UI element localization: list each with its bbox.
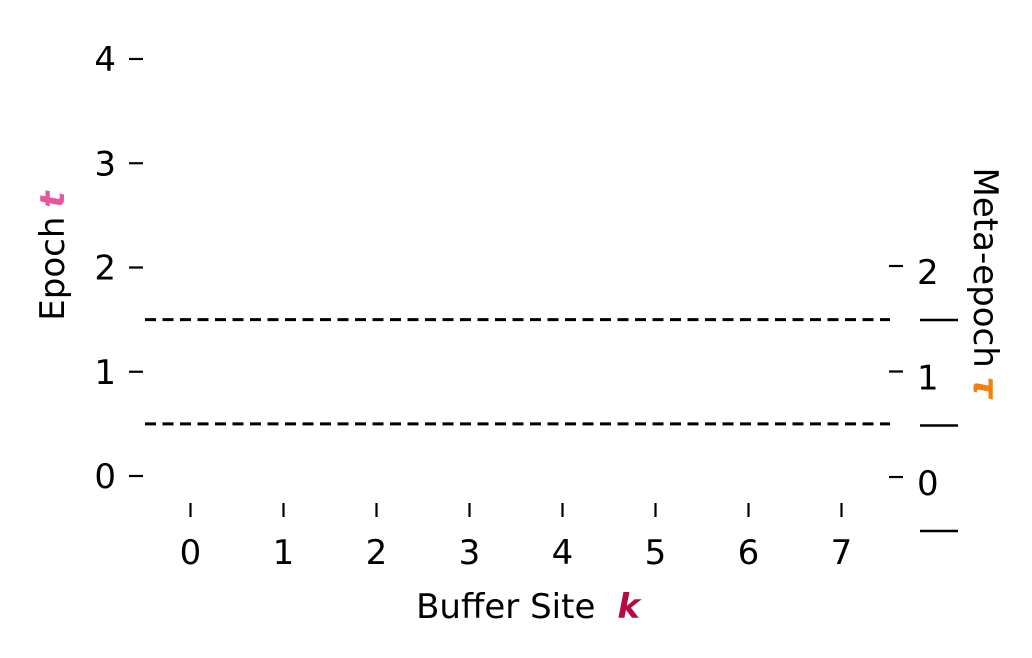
x-tick-label: 7 bbox=[831, 533, 853, 573]
y-tick-label: 1 bbox=[94, 353, 116, 393]
y-axis-label: Epoch bbox=[33, 217, 73, 321]
y-tick-label: 2 bbox=[94, 249, 116, 289]
x-tick-label: 0 bbox=[180, 533, 202, 573]
x-axis-label: Buffer Site bbox=[416, 587, 595, 627]
y-axis-title: Epoch t bbox=[33, 190, 73, 321]
y2-tick-label: 0 bbox=[917, 464, 939, 504]
y2-tick-label: 1 bbox=[917, 359, 939, 399]
meta-epoch-separators bbox=[920, 318, 958, 533]
x-tick-label: 2 bbox=[366, 533, 388, 573]
y2-axis-title: Meta-epoch τ bbox=[965, 168, 1005, 400]
y-axis-ticks: 0 1 2 3 4 bbox=[94, 40, 143, 497]
y2-axis-ticks: 0 1 2 bbox=[889, 253, 939, 504]
y-axis-symbol: t bbox=[33, 190, 73, 208]
y-tick-label: 0 bbox=[94, 457, 116, 497]
x-tick-label: 1 bbox=[273, 533, 295, 573]
y-tick-label: 4 bbox=[94, 40, 116, 80]
x-tick-label: 6 bbox=[738, 533, 760, 573]
x-tick-label: 3 bbox=[459, 533, 481, 573]
y2-axis-label: Meta-epoch bbox=[965, 168, 1005, 368]
y2-axis-symbol: τ bbox=[965, 377, 1005, 400]
x-axis-title: Buffer Site k bbox=[416, 587, 642, 627]
y-tick-label: 3 bbox=[94, 144, 116, 184]
x-axis-ticks: 0 1 2 3 4 5 6 7 bbox=[180, 503, 853, 573]
x-tick-label: 4 bbox=[552, 533, 574, 573]
x-axis-symbol: k bbox=[617, 587, 642, 627]
reference-lines bbox=[145, 318, 890, 426]
y2-tick-label: 2 bbox=[917, 253, 939, 293]
x-tick-label: 5 bbox=[645, 533, 667, 573]
